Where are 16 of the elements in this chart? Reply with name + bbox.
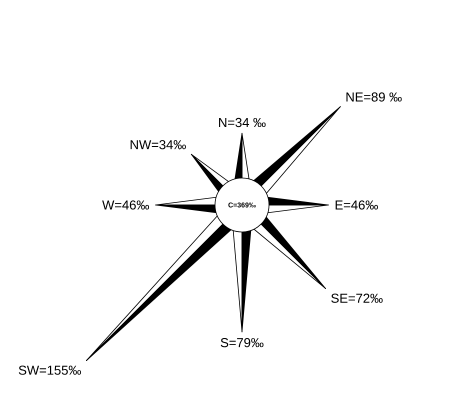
data-label: 79‰ bbox=[237, 338, 264, 348]
category-label: E= bbox=[336, 200, 350, 210]
category-label: SW= bbox=[18, 366, 46, 375]
data-label: 46‰ bbox=[122, 200, 150, 210]
data-label: 46‰ bbox=[351, 200, 378, 210]
data-label: 72‰ bbox=[356, 294, 383, 303]
category-label: NW= bbox=[130, 140, 158, 150]
data-label: 34‰ bbox=[159, 140, 186, 150]
category-label: N= bbox=[219, 118, 234, 127]
data-label: 155‰ bbox=[48, 366, 82, 375]
data-label: 89 ‰ bbox=[372, 92, 402, 102]
category-label: S= bbox=[220, 338, 236, 348]
category-label: NE= bbox=[346, 92, 370, 102]
category-label: W= bbox=[102, 200, 122, 210]
category-label: SE= bbox=[331, 294, 355, 303]
data-label: 34 ‰ bbox=[235, 118, 266, 128]
